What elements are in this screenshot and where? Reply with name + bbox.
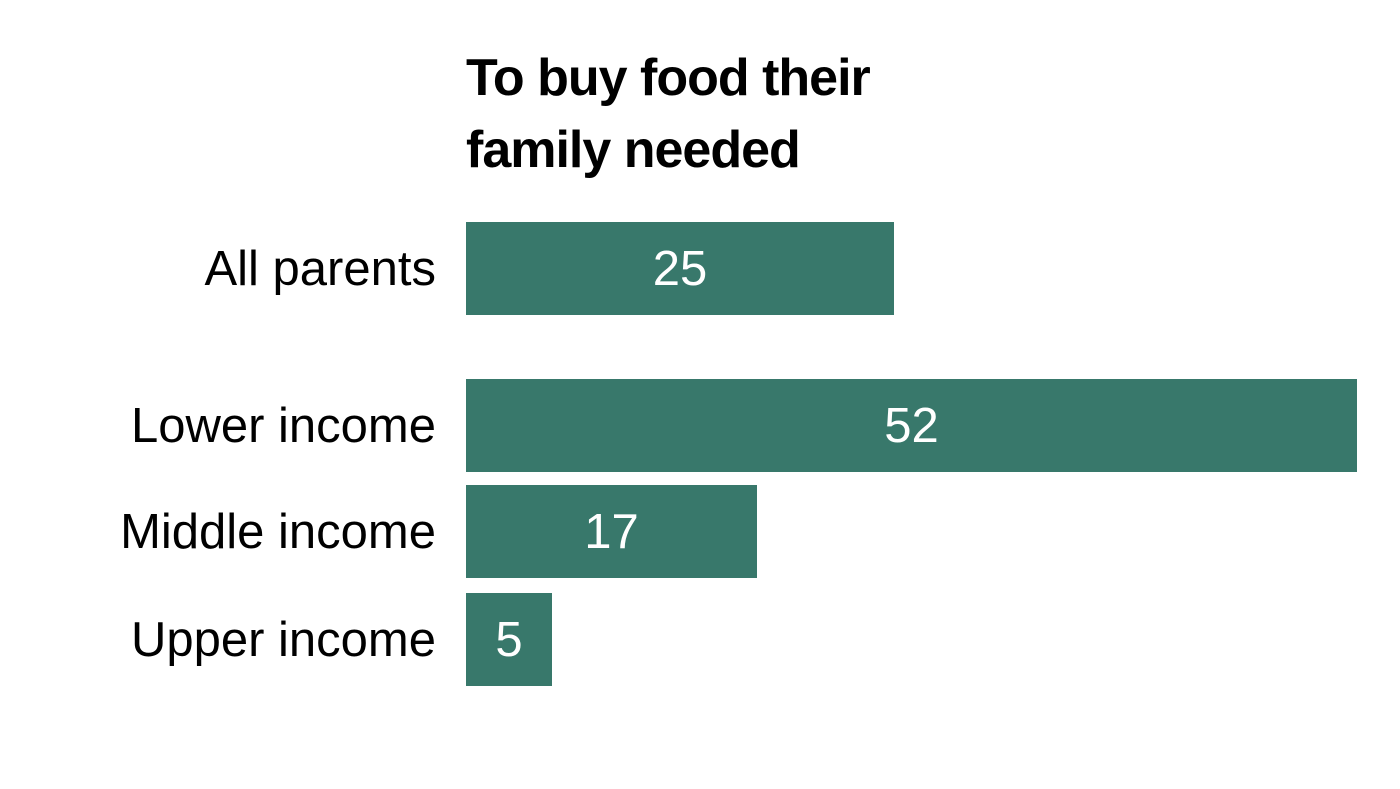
- bar-row: Upper income 5: [0, 593, 1400, 686]
- category-label: All parents: [204, 241, 436, 296]
- value-label: 25: [652, 241, 708, 296]
- bar: 52: [466, 379, 1357, 472]
- value-label: 17: [584, 504, 639, 559]
- value-label: 52: [884, 398, 939, 453]
- value-label: 5: [495, 612, 523, 667]
- bar-row: Middle income 17: [0, 485, 1400, 578]
- category-label: Lower income: [130, 398, 436, 453]
- bar: 17: [466, 485, 757, 578]
- category-label: Upper income: [130, 612, 436, 667]
- bar-row: All parents 25: [0, 222, 1400, 315]
- category-label: Middle income: [120, 504, 436, 559]
- bar: 25: [466, 222, 894, 315]
- bar: 5: [466, 593, 552, 686]
- chart-title-line-2: family needed: [466, 121, 801, 179]
- bar-row: Lower income 52: [0, 379, 1400, 472]
- chart-title: To buy food their family needed: [466, 42, 871, 186]
- chart-title-line-1: To buy food their: [466, 49, 871, 107]
